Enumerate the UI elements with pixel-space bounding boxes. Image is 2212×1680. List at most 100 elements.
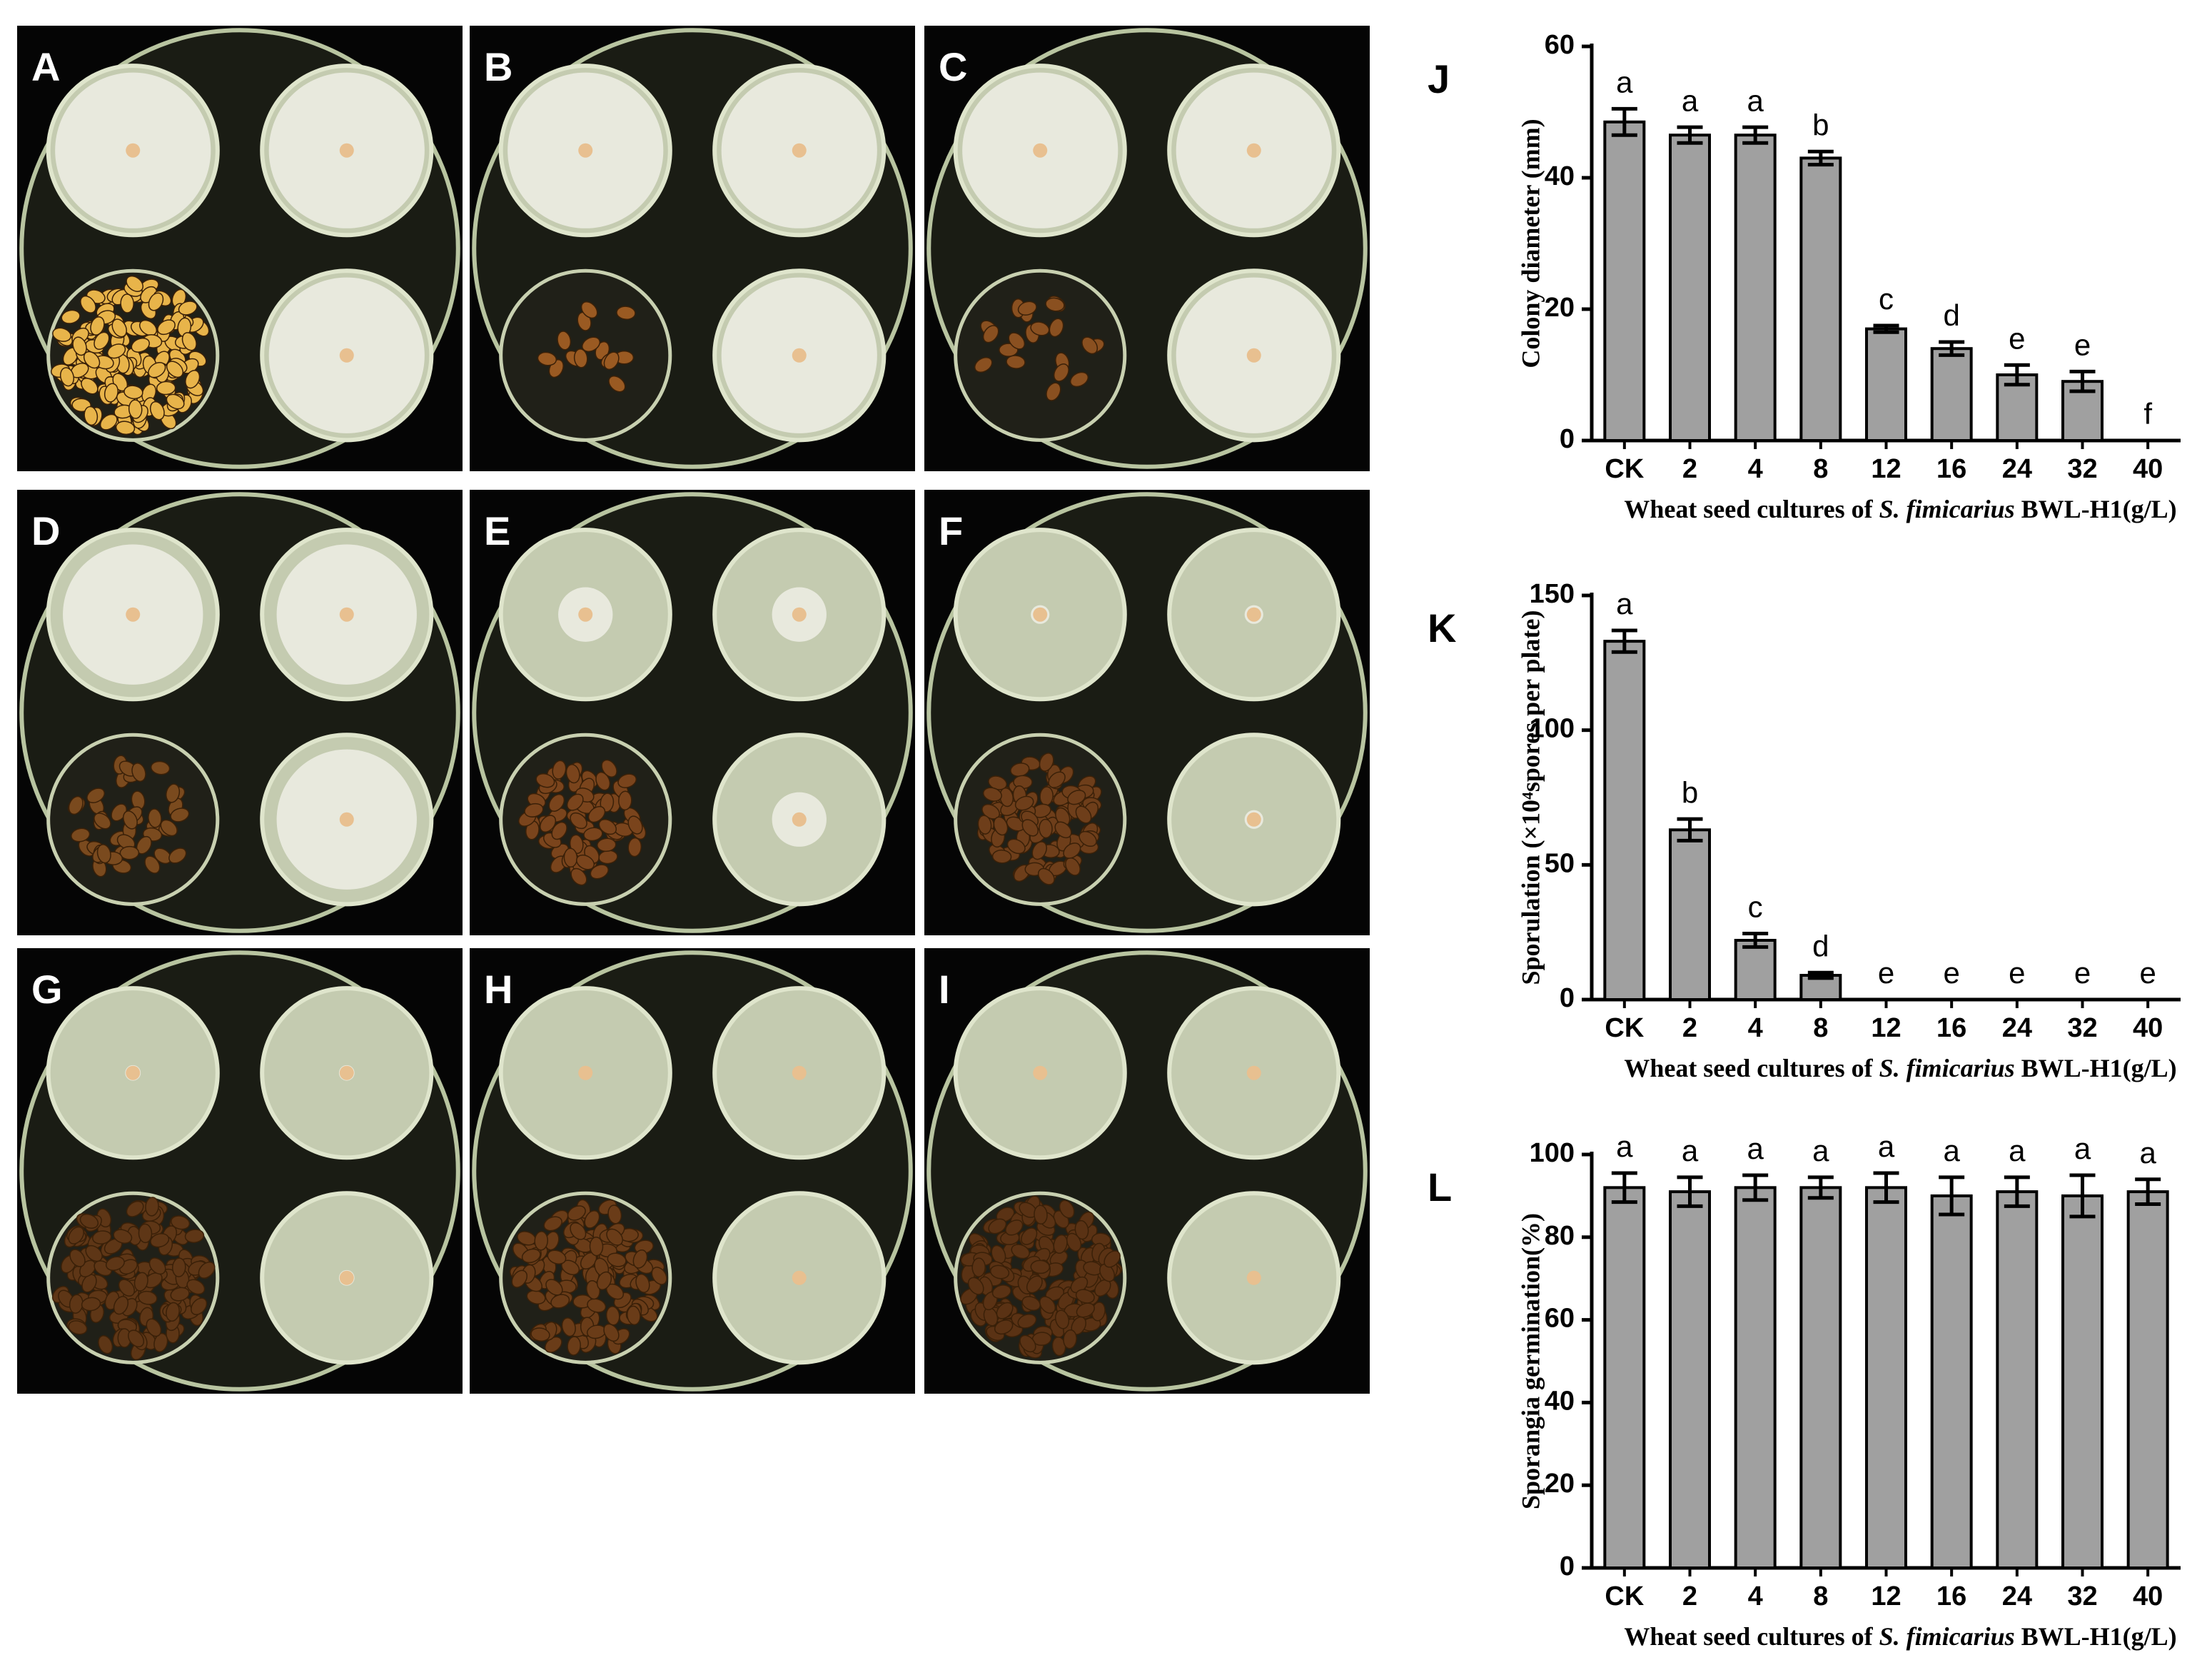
x-tick-label: 24 <box>2002 1581 2032 1611</box>
error-bar <box>1742 125 1769 145</box>
seed <box>616 306 636 321</box>
seed <box>627 1305 641 1326</box>
significance-letter: e <box>2009 956 2025 990</box>
significance-letter: a <box>1747 1132 1764 1165</box>
bar <box>1669 828 1711 1002</box>
colony-center <box>578 143 593 158</box>
seed <box>617 773 637 788</box>
seed <box>79 1213 99 1229</box>
seed <box>113 1296 129 1315</box>
seed <box>570 812 587 830</box>
x-axis-label-part: Wheat seed cultures of <box>1624 1054 1879 1082</box>
seed <box>991 1244 1006 1264</box>
seed <box>168 847 187 864</box>
y-tick-label: 0 <box>1560 1551 1575 1581</box>
seed <box>552 760 567 780</box>
seed <box>166 393 185 410</box>
seed <box>991 849 1012 864</box>
seed <box>81 1297 101 1312</box>
colony-center <box>1246 143 1261 158</box>
seed <box>603 1323 620 1342</box>
seed <box>565 764 580 784</box>
error-bar <box>1939 1175 1965 1217</box>
seed <box>606 1228 623 1246</box>
seed <box>576 854 595 870</box>
seed <box>1074 1219 1089 1240</box>
seed <box>1076 1302 1095 1318</box>
seed <box>1046 382 1061 401</box>
seed <box>166 783 181 803</box>
seed <box>1005 1219 1024 1236</box>
significance-letter: e <box>1943 956 1959 990</box>
seed <box>150 760 171 775</box>
seed <box>148 1257 166 1275</box>
seed <box>521 1248 541 1264</box>
bar <box>1734 1186 1777 1569</box>
x-tick-label: CK <box>1605 1581 1644 1611</box>
seed <box>600 793 615 813</box>
x-axis-label-part: S. fimicarius <box>1879 1622 2015 1651</box>
seed <box>1067 790 1086 805</box>
seed <box>123 810 138 830</box>
error-bar <box>1807 970 1834 980</box>
seed <box>991 1284 1011 1299</box>
seed <box>68 795 84 815</box>
seed <box>156 381 176 396</box>
y-tick-label: 100 <box>1530 714 1575 744</box>
seed <box>566 793 584 811</box>
significance-letter: a <box>2009 1134 2026 1167</box>
bar <box>1930 347 1973 443</box>
bar <box>1734 938 1777 1002</box>
seed <box>1075 1289 1095 1304</box>
seed <box>72 336 87 356</box>
significance-letter: b <box>1812 108 1829 141</box>
seed <box>126 1200 144 1217</box>
colony-center <box>1246 1270 1261 1285</box>
seed <box>1048 771 1066 788</box>
bar <box>1865 1186 1907 1569</box>
significance-letter: a <box>1616 65 1633 99</box>
seed <box>105 1256 125 1271</box>
x-axis-label-part: BWL-H1(g/L) <box>2015 1054 2177 1082</box>
seed <box>1049 1250 1069 1267</box>
seed <box>1006 838 1026 855</box>
seed <box>551 821 567 840</box>
seed <box>535 773 555 788</box>
seed <box>567 1205 586 1221</box>
bar <box>1930 1194 1973 1569</box>
seed <box>71 828 91 842</box>
seed <box>94 813 111 830</box>
seed <box>524 803 544 818</box>
seed <box>1066 1232 1082 1252</box>
seed <box>153 1332 168 1352</box>
seed <box>148 808 162 828</box>
seed <box>148 292 164 311</box>
x-axis-label: Wheat seed cultures of S. fimicarius BWL… <box>1624 1054 2176 1082</box>
seed <box>1063 842 1081 859</box>
panel-label: A <box>31 44 60 89</box>
seed <box>170 808 190 823</box>
seed <box>603 351 620 371</box>
seed <box>573 348 588 368</box>
error-bar <box>2069 369 2096 393</box>
bar <box>1603 1186 1646 1569</box>
seed <box>570 1222 587 1240</box>
seed <box>1063 1329 1077 1349</box>
error-bar <box>1611 106 1637 137</box>
seed <box>116 834 136 850</box>
seed <box>83 351 101 369</box>
seed <box>172 1257 186 1277</box>
error-bar <box>1873 323 1899 334</box>
seed <box>988 1218 1007 1234</box>
seed <box>68 1320 88 1335</box>
colony-center <box>792 1065 807 1080</box>
seed <box>567 1336 581 1356</box>
x-tick-label: 8 <box>1813 454 1828 484</box>
seed <box>171 1215 191 1230</box>
x-tick-label: 24 <box>2002 454 2032 484</box>
seed <box>136 835 152 855</box>
x-tick-label: 24 <box>2002 1013 2032 1043</box>
seed <box>1037 867 1055 885</box>
seed <box>994 1319 1014 1335</box>
significance-letter: a <box>1812 1134 1829 1167</box>
